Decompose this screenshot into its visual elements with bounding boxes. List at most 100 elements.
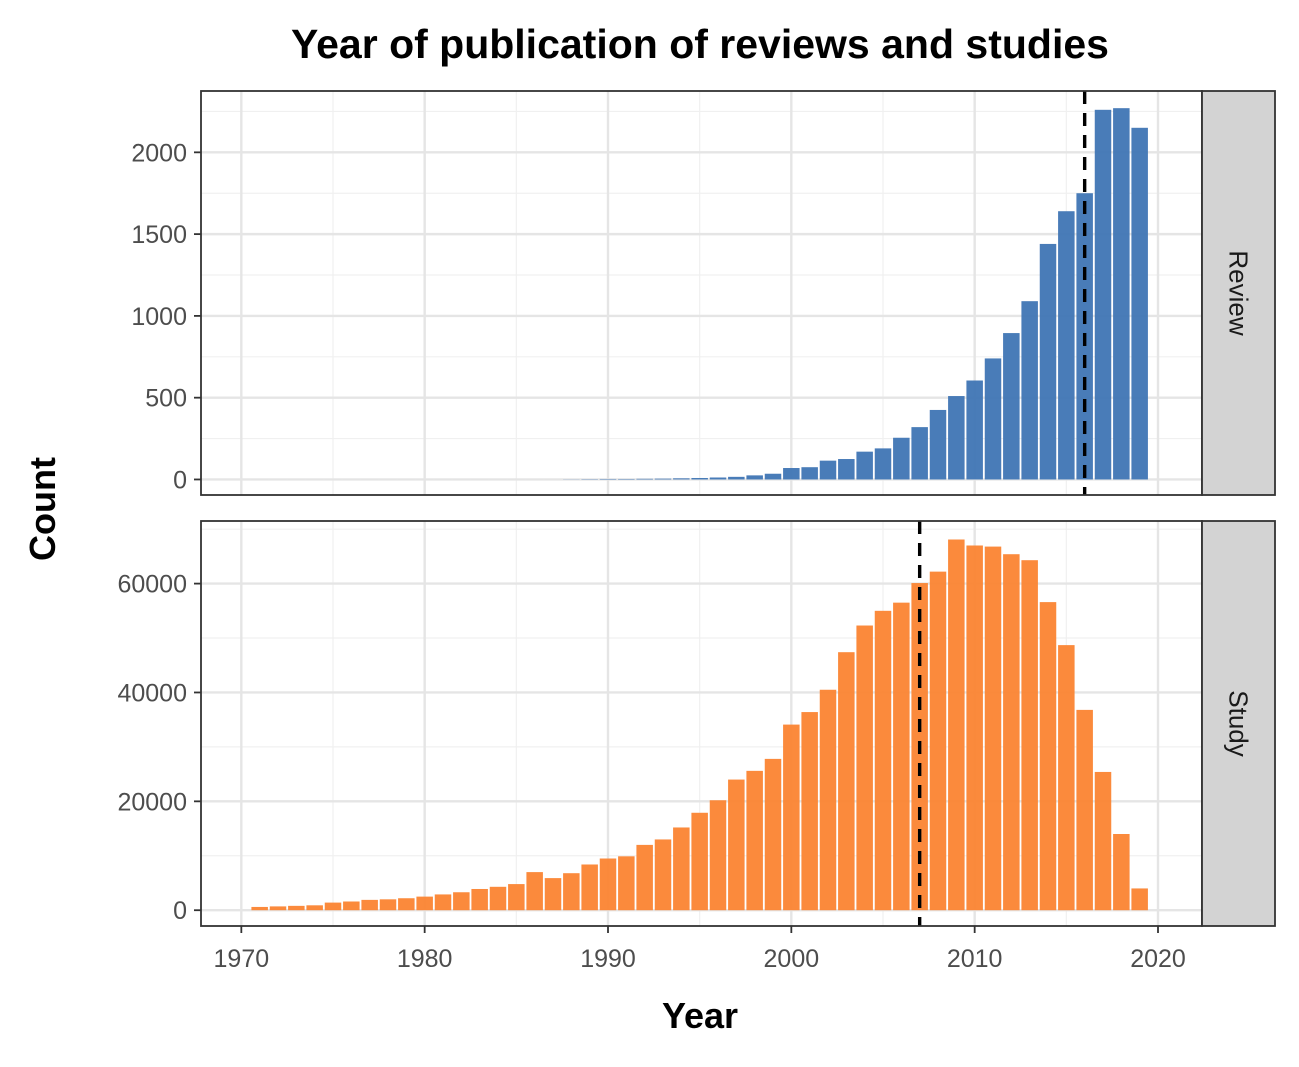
bar-study: [600, 859, 617, 911]
bar-study: [710, 800, 727, 910]
bar-study: [581, 864, 598, 910]
bar-study: [325, 903, 342, 911]
bar-review: [911, 427, 928, 479]
bar-study: [838, 652, 855, 910]
bar-study: [361, 900, 378, 910]
bar-review: [875, 448, 892, 479]
bar-study: [691, 813, 708, 910]
chart-title: Year of publication of reviews and studi…: [291, 21, 1109, 67]
bar-study: [1003, 554, 1020, 910]
bar-review: [820, 461, 837, 480]
bar-study: [655, 839, 672, 910]
bar-study: [948, 540, 965, 911]
bar-review: [765, 474, 782, 480]
bar-study: [398, 898, 415, 910]
bar-study: [673, 827, 690, 910]
bar-study: [801, 712, 818, 910]
bar-study: [893, 603, 910, 911]
bar-review: [728, 477, 745, 480]
y-tick-label: 1000: [131, 303, 187, 331]
bar-study: [270, 906, 287, 910]
x-tick-label: 1980: [397, 945, 453, 973]
x-tick-label: 2020: [1130, 945, 1186, 973]
bar-study: [306, 905, 323, 910]
bar-review: [838, 459, 855, 479]
y-tick-label: 20000: [117, 788, 187, 816]
bar-study: [1113, 834, 1130, 910]
x-axis-label: Year: [662, 995, 738, 1036]
x-tick-label: 2010: [947, 945, 1003, 973]
bar-study: [856, 626, 873, 911]
panel-review: 0 500 1000 1500 2000 Review: [131, 91, 1275, 495]
panels-layer: 0 500 1000 1500 2000 Review 0 20000 40000 60000 St…: [117, 91, 1275, 973]
bar-study: [563, 873, 580, 910]
y-tick-label: 60000: [117, 571, 187, 599]
y-tick-label: 2000: [131, 139, 187, 167]
y-axis-label: Count: [22, 457, 63, 561]
bar-review: [985, 358, 1002, 479]
bar-review: [1021, 301, 1038, 479]
bar-study: [1131, 888, 1148, 910]
x-tick-label: 2000: [764, 945, 820, 973]
bar-study: [985, 547, 1002, 911]
bar-review: [1131, 128, 1148, 480]
bar-study: [508, 884, 525, 910]
bar-study: [618, 856, 635, 910]
bar-study: [1021, 560, 1038, 910]
y-tick-label: 0: [173, 466, 187, 494]
bar-review: [1040, 244, 1057, 480]
bar-review: [801, 467, 818, 479]
bar-study: [490, 887, 507, 910]
bar-review: [1058, 211, 1075, 479]
bar-review: [673, 478, 690, 479]
bar-study: [1058, 645, 1075, 910]
bar-review: [710, 477, 727, 479]
bar-study: [453, 892, 470, 910]
bar-study: [820, 690, 837, 910]
bar-review: [893, 438, 910, 480]
bar-review: [691, 478, 708, 479]
y-tick-label: 500: [145, 385, 187, 413]
y-tick-label: 40000: [117, 679, 187, 707]
bar-review: [966, 381, 983, 480]
bar-study: [288, 906, 305, 910]
bar-study: [1040, 602, 1057, 910]
bar-study: [343, 902, 360, 911]
bar-study: [728, 780, 745, 911]
bar-study: [380, 899, 397, 910]
bar-study: [966, 545, 983, 910]
bar-study: [746, 771, 763, 910]
bar-review: [636, 479, 653, 480]
bar-study: [251, 907, 268, 910]
x-tick-label: 1970: [214, 945, 270, 973]
bar-review: [655, 479, 672, 480]
bar-study: [1095, 772, 1112, 910]
bar-review: [746, 475, 763, 479]
bar-review: [1113, 108, 1130, 479]
y-tick-label: 1500: [131, 221, 187, 249]
bar-study: [471, 889, 488, 910]
facet-strip-label: Review: [1224, 250, 1254, 335]
bar-study: [783, 725, 800, 911]
bar-study: [875, 611, 892, 910]
bar-review: [783, 468, 800, 479]
bar-review: [1095, 110, 1112, 480]
y-tick-label: 0: [173, 897, 187, 925]
panel-study: 0 20000 40000 60000 Study 1970 1980 1990 2000 201…: [117, 521, 1275, 973]
bar-study: [526, 872, 543, 910]
bar-study: [1076, 710, 1093, 910]
bar-study: [930, 572, 947, 911]
bar-study: [636, 845, 653, 910]
bar-review: [856, 452, 873, 480]
x-tick-label: 1990: [580, 945, 636, 973]
bar-review: [930, 410, 947, 480]
facet-strip-label: Study: [1224, 690, 1254, 757]
bar-review: [1003, 333, 1020, 479]
bar-review: [948, 396, 965, 479]
bar-study: [416, 897, 433, 911]
bar-study: [765, 759, 782, 910]
bar-study: [435, 894, 452, 910]
bar-study: [545, 878, 562, 910]
